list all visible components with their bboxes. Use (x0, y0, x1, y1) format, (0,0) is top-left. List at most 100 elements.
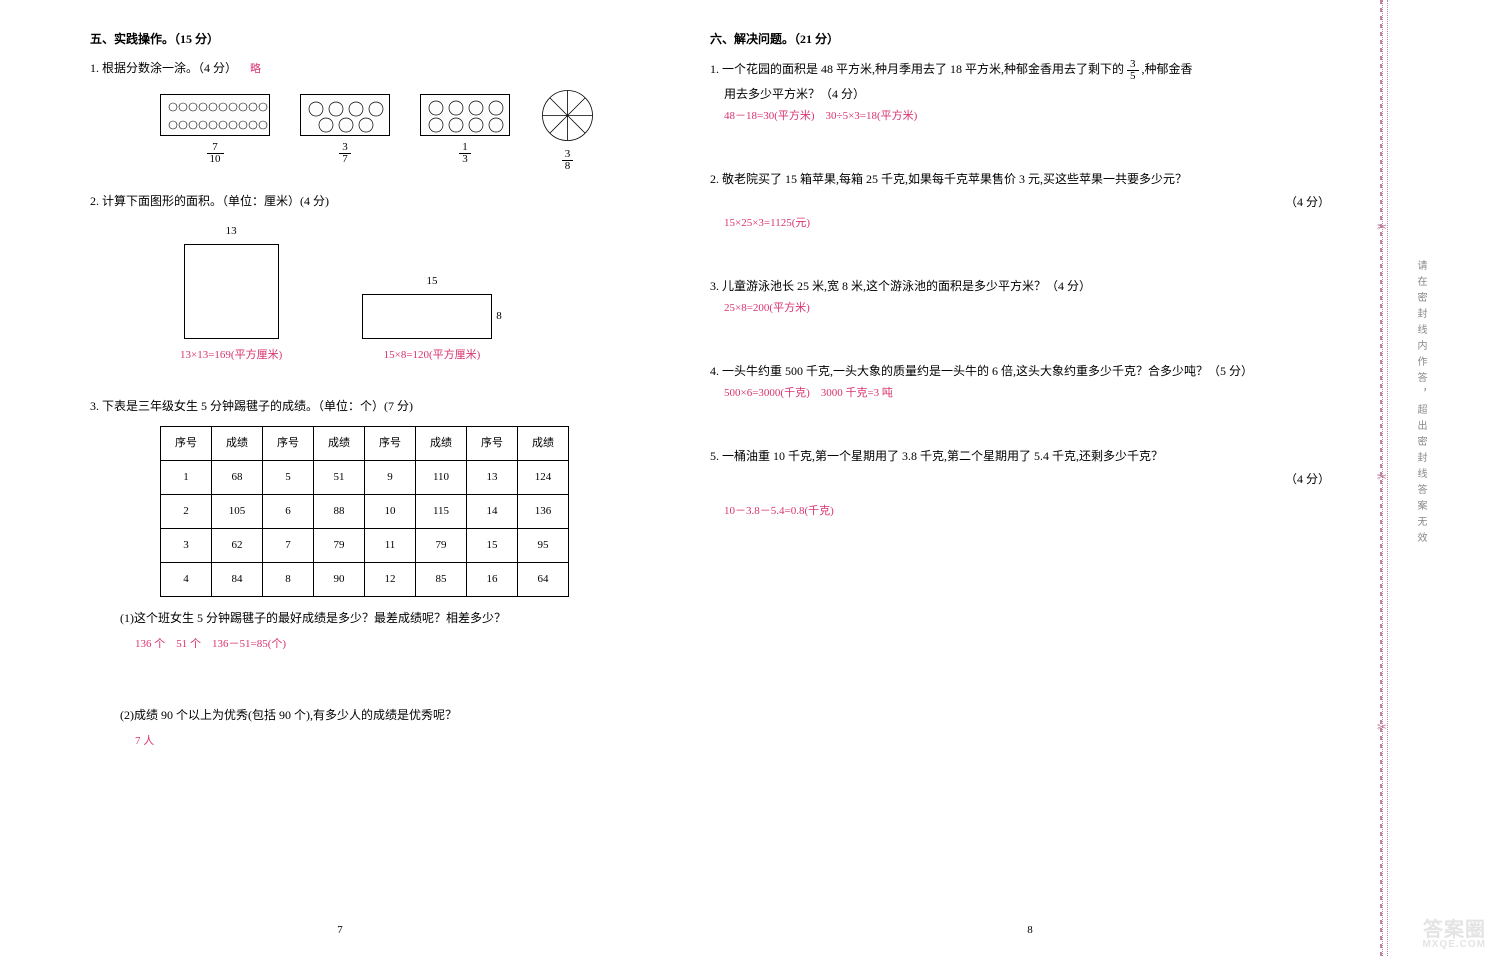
frac-1: 710 (207, 142, 224, 165)
table-cell: 136 (518, 495, 569, 529)
rects-row: 13 13×13=169(平方厘米) 15 8 15×8=120(平方厘米) (180, 221, 660, 366)
shape-apples: 37 (300, 94, 390, 165)
rect-b-top: 15 (426, 271, 437, 292)
table-row: 168551911013124 (161, 461, 569, 495)
table-cell: 62 (212, 528, 263, 562)
q5-1-omit: 略 (250, 63, 261, 75)
table-cell: 4 (161, 562, 212, 596)
table-cell: 79 (314, 528, 365, 562)
table-cell: 1 (161, 461, 212, 495)
square-shape (184, 244, 279, 339)
q6-3-ans: 25×8=200(平方米) (724, 298, 1360, 319)
table-cell: 16 (467, 562, 518, 596)
th: 序号 (467, 427, 518, 461)
q6-1-text: 1. 一个花园的面积是 48 平方米,种月季用去了 18 平方米,种郁金香用去了… (710, 57, 1360, 106)
apples-icon (300, 94, 390, 136)
table-cell: 105 (212, 495, 263, 529)
q6-4-ans: 500×6=3000(千克) 3000 千克=3 吨 (724, 383, 1360, 404)
faces-icon (420, 94, 510, 136)
q6-1: 1. 一个花园的面积是 48 平方米,种月季用去了 18 平方米,种郁金香用去了… (710, 57, 1360, 127)
q6-1-frac: 35 (1127, 59, 1139, 82)
table-cell: 5 (263, 461, 314, 495)
table-cell: 124 (518, 461, 569, 495)
rect-b: 15 8 15×8=120(平方厘米) (362, 271, 502, 366)
frac-2: 37 (339, 142, 351, 165)
q5-1: 1. 根据分数涂一涂。（4 分） 略 71 (90, 57, 660, 172)
th: 序号 (263, 427, 314, 461)
table-cell: 68 (212, 461, 263, 495)
q6-5: 5. 一桶油重 10 千克,第一个星期用了 3.8 千克,第二个星期用了 5.4… (710, 444, 1360, 522)
q5-2: 2. 计算下面图形的面积。（单位：厘米）(4 分) 13 13×13=169(平… (90, 190, 660, 366)
rect-a-top: 13 (226, 221, 237, 242)
table-cell: 90 (314, 562, 365, 596)
q6-2-points: （4 分） (710, 191, 1360, 214)
shape-grapes: 710 (160, 94, 270, 165)
q5-3-prompt: 3. 下表是三年级女生 5 分钟踢毽子的成绩。（单位：个）(7 分) (90, 395, 660, 418)
table-cell: 79 (416, 528, 467, 562)
q5-3-sub2: (2)成绩 90 个以上为优秀(包括 90 个),有多少人的成绩是优秀呢？ (120, 704, 660, 727)
grapes-icon (160, 94, 270, 136)
rectangle-shape (362, 294, 492, 339)
table-cell: 7 (263, 528, 314, 562)
section-5-title: 五、实践操作。（15 分） (90, 30, 660, 47)
scissors-icon: ✂ (1377, 220, 1387, 235)
page-container: 五、实践操作。（15 分） 1. 根据分数涂一涂。（4 分） 略 (0, 0, 1500, 956)
watermark: 答案圈 MXQE.COM (1422, 920, 1486, 950)
table-cell: 85 (416, 562, 467, 596)
shape-pie: 38 (540, 88, 595, 172)
table-cell: 12 (365, 562, 416, 596)
th: 成绩 (212, 427, 263, 461)
q5-2-prompt: 2. 计算下面图形的面积。（单位：厘米）(4 分) (90, 190, 660, 213)
q6-2: 2. 敬老院买了 15 箱苹果,每箱 25 千克,如果每千克苹果售价 3 元,买… (710, 167, 1360, 235)
table-cell: 8 (263, 562, 314, 596)
watermark-small: MXQE.COM (1422, 940, 1486, 950)
scissors-icon: ✂ (1377, 470, 1387, 485)
q6-5-text: 5. 一桶油重 10 千克,第一个星期用了 3.8 千克,第二个星期用了 5.4… (710, 444, 1360, 468)
table-head: 序号 成绩 序号 成绩 序号 成绩 序号 成绩 (161, 427, 569, 461)
table-cell: 14 (467, 495, 518, 529)
table-cell: 115 (416, 495, 467, 529)
margin-text: 请在密封线内作答，超出密封线答案无效 (1413, 260, 1428, 548)
th: 成绩 (314, 427, 365, 461)
q6-1-ans: 48－18=30(平方米) 30÷5×3=18(平方米) (724, 106, 1360, 127)
q6-4-text: 4. 一头牛约重 500 千克,一头大象的质量约是一头牛的 6 倍,这头大象约重… (710, 359, 1360, 383)
q6-2-ans: 15×25×3=1125(元) (724, 213, 1360, 234)
page-right: 六、解决问题。（21 分） 1. 一个花园的面积是 48 平方米,种月季用去了 … (680, 0, 1380, 956)
table-cell: 95 (518, 528, 569, 562)
q5-3-sub1-ans: 136 个 51 个 136－51=85(个) (135, 634, 660, 655)
q6-1-line1b: ,种郁金香 (1142, 62, 1193, 76)
table-cell: 51 (314, 461, 365, 495)
page-num-left: 7 (337, 924, 343, 936)
th: 序号 (161, 427, 212, 461)
q6-5-points: （4 分） (710, 468, 1360, 491)
th: 成绩 (518, 427, 569, 461)
page-num-right: 8 (1027, 924, 1033, 936)
table-cell: 6 (263, 495, 314, 529)
page-left: 五、实践操作。（15 分） 1. 根据分数涂一涂。（4 分） 略 (0, 0, 680, 956)
shape-faces: 13 (420, 94, 510, 165)
q6-4: 4. 一头牛约重 500 千克,一头大象的质量约是一头牛的 6 倍,这头大象约重… (710, 359, 1360, 404)
shapes-row: 710 37 (160, 88, 660, 172)
th: 成绩 (416, 427, 467, 461)
results-table: 序号 成绩 序号 成绩 序号 成绩 序号 成绩 1685519110131242… (160, 426, 569, 596)
table-cell: 64 (518, 562, 569, 596)
q6-3: 3. 儿童游泳池长 25 米,宽 8 米,这个游泳池的面积是多少平方米？（4 分… (710, 274, 1360, 319)
table-cell: 110 (416, 461, 467, 495)
q6-1-line2: 用去多少平方米？（4 分） (724, 87, 865, 101)
table-cell: 13 (467, 461, 518, 495)
q5-3-sub2-ans: 7 人 (135, 731, 660, 752)
pie-icon (540, 88, 595, 143)
table-row: 21056881011514136 (161, 495, 569, 529)
table-row: 36277911791595 (161, 528, 569, 562)
q5-3-sub1: (1)这个班女生 5 分钟踢毽子的最好成绩是多少？最差成绩呢？相差多少？ (120, 607, 660, 630)
rect-a: 13 13×13=169(平方厘米) (180, 221, 282, 366)
margin-dotted-line (1387, 0, 1388, 956)
q5-1-prompt: 1. 根据分数涂一涂。（4 分） (90, 61, 237, 75)
scissors-icon: ✂ (1377, 720, 1387, 735)
rect-b-side: 8 (496, 306, 502, 327)
table-cell: 9 (365, 461, 416, 495)
th: 序号 (365, 427, 416, 461)
frac-4: 38 (562, 149, 574, 172)
table-cell: 84 (212, 562, 263, 596)
watermark-big: 答案圈 (1423, 919, 1486, 941)
